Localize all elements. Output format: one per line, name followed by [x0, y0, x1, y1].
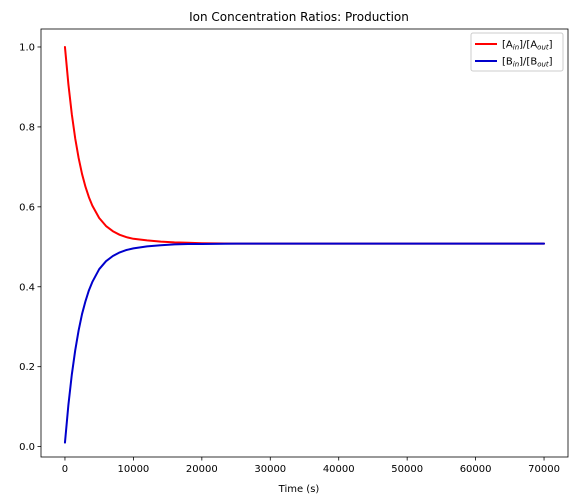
x-tick-label: 10000 [117, 464, 149, 475]
legend-label-part: out [537, 43, 549, 51]
x-tick-label: 70000 [528, 464, 560, 475]
legend-label-part: out [537, 60, 549, 68]
y-tick-label: 0.0 [19, 442, 35, 453]
legend: [Ain]/[Aout][Bin]/[Bout] [470, 32, 564, 72]
x-tick-label: 50000 [391, 464, 423, 475]
x-axis-label: Time (s) [278, 484, 320, 495]
legend-label-part: ] [549, 57, 553, 68]
y-axis: 0.0 0.2 0.4 0.6 0.8 1.0 [19, 42, 41, 453]
legend-label-part: ] [549, 40, 553, 51]
y-tick-label: 0.2 [19, 362, 35, 373]
y-tick-label: 0.4 [19, 282, 35, 293]
x-tick-label: 40000 [323, 464, 355, 475]
x-tick-label: 30000 [254, 464, 286, 475]
series-layer [63, 45, 546, 444]
series-line-0 [63, 45, 546, 245]
x-axis: 0 10000 20000 30000 40000 50000 60000 70000 [62, 457, 560, 475]
x-tick-label: 60000 [460, 464, 492, 475]
x-tick-label: 20000 [186, 464, 218, 475]
series-line-1 [63, 242, 546, 444]
legend-label-part: in [513, 43, 519, 51]
x-tick-label: 0 [62, 464, 68, 475]
legend-label-part: in [513, 60, 519, 68]
legend-label-1: [Bin]/[Bout] [502, 57, 553, 69]
legend-label-part: ]/[A [519, 40, 537, 51]
chart-title: Ion Concentration Ratios: Production [189, 10, 409, 24]
legend-label-part: [B [502, 57, 513, 68]
y-tick-label: 0.6 [19, 202, 35, 213]
plot-area [40, 28, 569, 458]
legend-label-part: ]/[B [519, 57, 537, 68]
y-tick-label: 1.0 [19, 42, 35, 53]
legend-label-0: [Ain]/[Aout] [502, 40, 553, 52]
legend-label-part: [A [502, 40, 513, 51]
y-tick-label: 0.8 [19, 122, 35, 133]
